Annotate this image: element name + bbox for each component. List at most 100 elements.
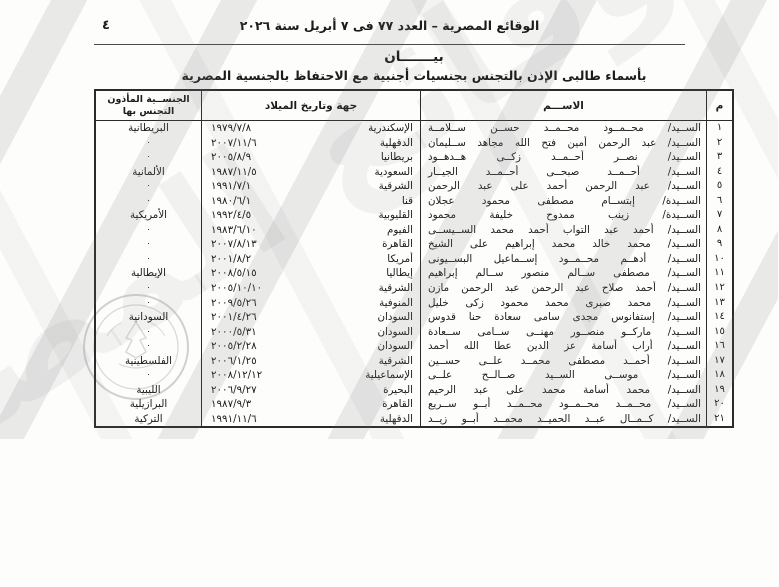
row-serial: ١٣	[707, 295, 733, 311]
row-name: الســيد/ محــمــد محــمــود محــمــد أبـ…	[421, 397, 707, 412]
row-name: الســيد/ أحمد صلاح عبد الرحمن عبد الرحمن…	[421, 281, 707, 296]
row-nationality: ٠	[147, 326, 152, 336]
row-birth: الشرقية ١٩٩١/٧/١	[202, 179, 421, 194]
birth-place: الشرقية	[379, 354, 414, 367]
row-serial: ١٠	[707, 251, 733, 267]
birth-date: ٢٠٠٦/٩/٢٧	[212, 383, 258, 396]
statement-subtitle: بأسماء طالبى الإذن بالتجنس بجنسيات أجنبي…	[182, 68, 648, 83]
birth-date: ٢٠٠٨/١٢/١٢	[212, 369, 264, 382]
table-row: ١٠ الســيد/ أدهــم محــمــود إســماعيل ال…	[97, 251, 733, 267]
row-birth: السودان ٢٠٠١/٤/٢٦	[202, 310, 421, 325]
statement-title: بيـــــــان	[385, 49, 445, 65]
birth-place: الشرقية	[379, 282, 414, 295]
table-row: ١٥ الســيد/ ماركــو منصــور مهنــى ســامى…	[97, 324, 733, 340]
row-name: الســيد/ أراب أسامة عز الدين عطا الله أح…	[421, 339, 707, 354]
gazette-header-line: الوقائع المصرية – العدد ٧٧ فى ٧ أبريل سن…	[240, 18, 541, 33]
row-name: الســيد/ محمد أسامة محمد على عبد الرحيم	[421, 382, 707, 398]
row-nationality: الإيطالية	[132, 267, 167, 280]
row-name: الســيد/ إستفانوس مجدى سامى سعادة حنا قد…	[421, 310, 707, 325]
row-nationality: ٠	[147, 224, 152, 234]
row-birth: السودان ٢٠٠٥/٢/٢٨	[202, 339, 421, 354]
table-row: ٢ الســيد/ عبد الرحمن أمين فتح الله مجاهد…	[97, 135, 733, 151]
row-nationality: الفلسطينية	[125, 354, 174, 367]
table-row: ١٤ الســيد/ إستفانوس مجدى سامى سعادة حنا …	[97, 310, 733, 325]
birth-place: الإسكندرية	[369, 122, 414, 134]
page-number: ٤	[103, 18, 111, 33]
row-serial: ١٥	[707, 324, 733, 340]
birth-place: الدقهلية	[380, 136, 414, 149]
row-serial: ١٤	[707, 310, 733, 325]
birth-date: ١٩٨٠/٦/١	[212, 194, 253, 207]
row-nationality: ٠	[147, 297, 152, 307]
birth-place: الشرقية	[379, 180, 414, 193]
row-name: الســيد/ محمد خالد محمد إبراهيم على الشي…	[421, 237, 707, 252]
birth-date: ١٩٨٧/١١/٥	[212, 165, 258, 178]
header-nationality-line1: الجنســية المأذون	[108, 94, 191, 106]
row-nationality: البرازيلية	[130, 398, 169, 411]
birth-place: السعودية	[375, 165, 414, 178]
row-serial: ١١	[707, 266, 733, 282]
birth-date: ٢٠٠٧/١١/٦	[212, 136, 258, 149]
row-serial: ٣	[707, 150, 733, 165]
birth-date: ١٩٩١/١١/٦	[212, 412, 258, 425]
birth-date: ٢٠٠٩/٥/٢٦	[212, 296, 258, 309]
row-serial: ٢	[707, 135, 733, 151]
row-nationality: ٠	[147, 137, 152, 147]
row-birth: الدقهلية ٢٠٠٧/١١/٦	[202, 135, 421, 151]
birth-date: ١٩٨٧/٩/٣	[212, 398, 253, 411]
row-name: الســيد/ عبد الرحمن أمين فتح الله مجاهد …	[421, 135, 707, 151]
table-row: ٢١ الســيد/ كــمــال عبــد الحميــد محمــ…	[97, 411, 733, 427]
header-serial: م	[707, 91, 733, 121]
birth-date: ٢٠٠٥/١٠/١٠	[212, 282, 264, 295]
row-name: الســيد/ أحــمــد صبحــى أحــمــد الجيــ…	[421, 164, 707, 180]
table-row: ١٢ الســيد/ أحمد صلاح عبد الرحمن عبد الرح…	[97, 281, 733, 296]
row-nationality: الألمانية	[133, 165, 166, 178]
row-nationality: ٠	[147, 370, 152, 380]
row-nationality: ٠	[147, 195, 152, 205]
row-serial: ١٢	[707, 281, 733, 296]
birth-date: ١٩٩٢/٤/٥	[212, 209, 253, 222]
birth-date: ١٩٧٩/٧/٨	[212, 122, 253, 134]
row-name: الســيدة/ إبتســام مصطفى محمود عجلان	[421, 193, 707, 209]
row-name: الســيدة/ زينب ممدوح خليفة محمود	[421, 208, 707, 223]
table-row: ١٣ الســيد/ محمد صبرى محمد محمود زكى خليل…	[97, 295, 733, 311]
row-nationality: ٠	[147, 341, 152, 351]
row-birth: السودان ٢٠٠٠/٥/٣١	[202, 324, 421, 340]
row-serial: ١	[707, 121, 733, 136]
birth-date: ٢٠٠٨/٥/١٥	[212, 267, 258, 280]
row-nationality: ٠	[147, 283, 152, 293]
birth-place: الإسماعيلية	[366, 369, 414, 382]
birth-date: ١٩٨٣/٦/١٠	[212, 223, 258, 236]
row-serial: ١٧	[707, 353, 733, 369]
birth-place: البحيرة	[384, 383, 414, 396]
row-name: الســيد/ كــمــال عبــد الحميــد محمــد …	[421, 411, 707, 427]
row-name: الســيد/ مصطفى ســالم منصور ســالم إبراه…	[421, 266, 707, 282]
birth-date: ٢٠٠٥/٢/٢٨	[212, 340, 258, 353]
row-nationality: ٠	[147, 253, 152, 263]
row-name: الســيد/ محمد صبرى محمد محمود زكى خليل	[421, 295, 707, 311]
header-name: الاســـم	[421, 91, 707, 121]
row-birth: الفيوم ١٩٨٣/٦/١٠	[202, 222, 421, 238]
birth-place: إيطاليا	[387, 267, 414, 280]
table-row: ٩ الســيد/ محمد خالد محمد إبراهيم على الش…	[97, 237, 733, 252]
row-name: الســيد/ أدهــم محــمــود إســماعيل البس…	[421, 251, 707, 267]
row-serial: ٢٠	[707, 397, 733, 412]
row-serial: ٨	[707, 222, 733, 238]
birth-place: أمريكا	[388, 252, 414, 265]
table-row: ١٦ الســيد/ أراب أسامة عز الدين عطا الله …	[97, 339, 733, 354]
row-birth: الإسماعيلية ٢٠٠٨/١٢/١٢	[202, 368, 421, 383]
row-name: الســيد/ موســى الســيد صــالــح علــى	[421, 368, 707, 383]
table-row: ٨ الســيد/ أحمد عبد التواب أحمد محمد السـ…	[97, 222, 733, 238]
row-birth: القاهرة ١٩٨٧/٩/٣	[202, 397, 421, 412]
birth-date: ١٩٩١/٧/١	[212, 180, 253, 193]
birth-place: الفيوم	[387, 223, 414, 236]
row-birth: أمريكا ٢٠٠١/٨/٢	[202, 251, 421, 267]
row-birth: الشرقية ٢٠٠٥/١٠/١٠	[202, 281, 421, 296]
birth-date: ٢٠٠٦/١/٢٥	[212, 354, 258, 367]
row-name: الســيد/ أحمــد مصطفى محمــد علــى حســي…	[421, 353, 707, 369]
naturalization-table: م الاســـم جهة وتاريخ الميلاد الجنســية …	[95, 89, 735, 429]
birth-place: قنا	[402, 194, 414, 207]
row-serial: ١٦	[707, 339, 733, 354]
row-serial: ٤	[707, 164, 733, 180]
table-row: ٣ الســيد/ نصــر أحــمــد زكــى هــدهــود…	[97, 150, 733, 165]
